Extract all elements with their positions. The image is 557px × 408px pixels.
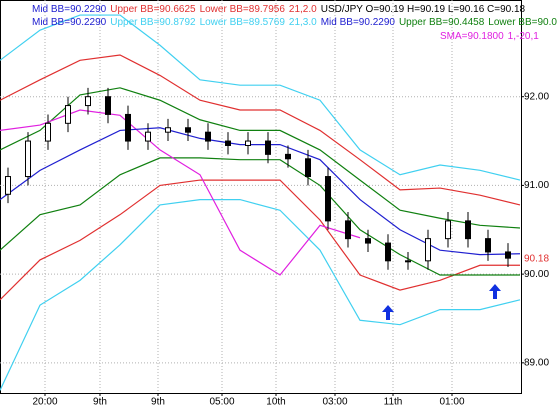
candle-body <box>405 260 411 263</box>
header-item: Mid BB=90.2290 <box>32 4 107 15</box>
axes: 89.00 90.00 91.00 92.00 20:00 9th 9th 05:00 10th… <box>32 91 549 407</box>
header-item: SMA=90.1800 <box>440 31 504 42</box>
header-item: 21,2.0 <box>289 4 317 15</box>
x-tick-label: 20:00 <box>32 397 57 408</box>
y-tick-label: 90.00 <box>524 269 549 280</box>
band-line <box>0 199 521 391</box>
header-item: Lower BB=89.5769 <box>200 17 286 28</box>
candle-body <box>185 127 191 133</box>
candle-body <box>25 140 31 178</box>
candle-body <box>45 122 51 142</box>
x-tick-label: 03:00 <box>322 397 347 408</box>
band-line <box>0 109 361 276</box>
x-tick-label: 05:00 <box>209 397 234 408</box>
candle-body <box>245 140 251 146</box>
header-item: 21,3.0 <box>289 17 317 28</box>
last-price-label: 90.18 <box>524 254 549 265</box>
candle-body <box>85 96 91 107</box>
header-item: USD/JPY O=90.19 H=90.19 L=90.16 C=90.18 <box>321 4 526 15</box>
band-line <box>0 127 521 256</box>
candle-body <box>385 242 391 262</box>
candle-body <box>125 113 131 142</box>
candle-body <box>285 153 291 160</box>
header-row: Mid BB=90.2290 Upper BB=90.6625 Lower BB=8… <box>32 4 526 15</box>
header-item: 1,-20,1 <box>508 31 540 42</box>
arrow-up <box>382 305 394 320</box>
header-row: SMA=90.1800 1,-20,1 <box>440 31 539 42</box>
header-item: Upper BB=90.6625 <box>110 4 196 15</box>
candle-body <box>145 131 151 142</box>
candle-body <box>485 238 491 253</box>
header: Mid BB=90.2290 Upper BB=90.6625 Lower BB=8… <box>32 4 557 42</box>
header-item: Upper BB=90.4458 <box>399 17 485 28</box>
candle-body <box>465 220 471 240</box>
x-tick-label: 9th <box>151 397 165 408</box>
candle-body <box>105 96 111 115</box>
y-tick-label: 92.00 <box>524 91 549 102</box>
lines <box>0 14 521 391</box>
header-item: Lower BB=90.0123 <box>488 17 557 28</box>
candle-body <box>445 220 451 240</box>
band-line <box>0 14 521 181</box>
x-tick-label: 11th <box>384 397 403 408</box>
candle-body <box>225 140 231 146</box>
candle-body <box>365 238 371 244</box>
y-tick-label: 89.00 <box>524 357 549 368</box>
x-tick-label: 01:00 <box>439 397 464 408</box>
candle-body <box>165 127 171 133</box>
candle-body <box>425 238 431 262</box>
x-tick-label: 9th <box>93 397 107 408</box>
y-tick-label: 91.00 <box>524 180 549 191</box>
header-item: Lower BB=89.7956 <box>200 4 286 15</box>
candle-body <box>345 220 351 240</box>
band-line <box>0 179 520 301</box>
candle-body <box>265 140 271 155</box>
candle-body <box>305 158 311 178</box>
candle-body <box>325 176 331 222</box>
header-item: Upper BB=90.8792 <box>110 17 196 28</box>
candle-body <box>5 176 11 195</box>
x-tick-label: 10th <box>266 397 285 408</box>
candles <box>5 87 511 270</box>
candle-body <box>65 105 71 124</box>
candle-body <box>505 251 511 259</box>
candle-body <box>205 131 211 142</box>
header-item: Mid BB=90.2290 <box>321 17 396 28</box>
band-line <box>0 54 521 206</box>
band-line <box>0 87 521 229</box>
band-line <box>0 157 520 276</box>
grid <box>0 0 521 393</box>
plot-frame <box>0 0 522 394</box>
arrow-up <box>489 284 501 299</box>
header-row: Mid BB=90.2290 Upper BB=90.8792 Lower BB=8… <box>32 17 557 28</box>
header-item: Mid BB=90.2290 <box>32 17 107 28</box>
